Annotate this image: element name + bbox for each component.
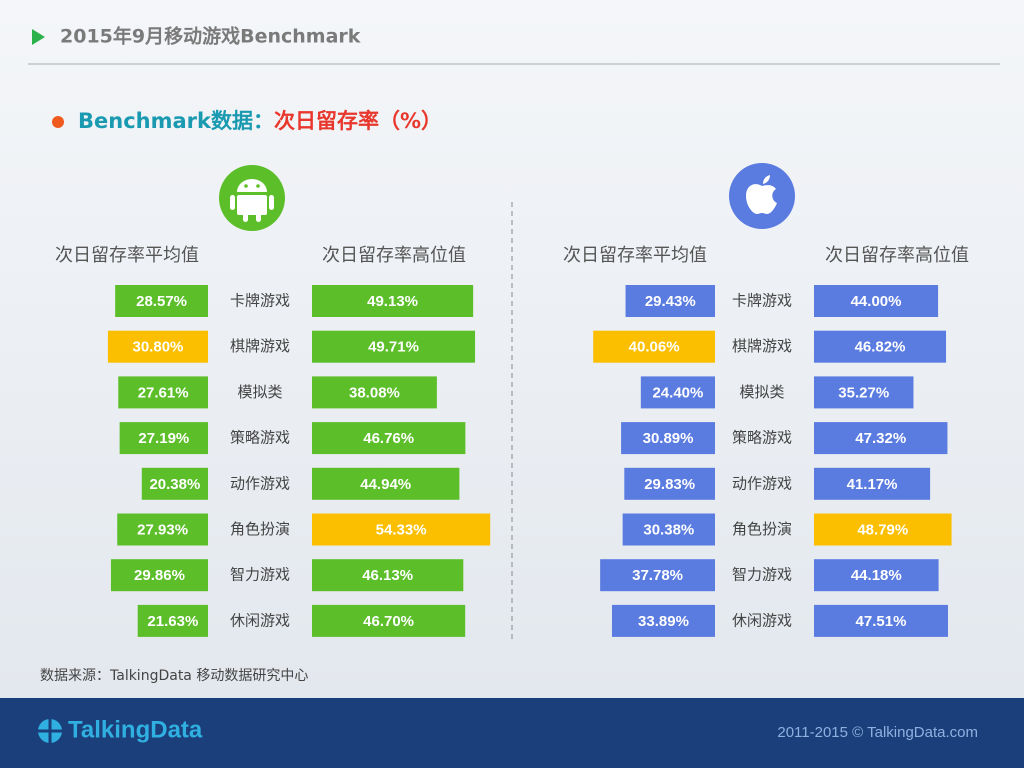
category-label: 智力游戏 [230, 566, 290, 584]
column-header: 次日留存率平均值 [563, 245, 707, 266]
bar [814, 559, 939, 592]
bar [611, 604, 715, 637]
value-label: 47.51% [856, 613, 907, 630]
value-label: 44.00% [851, 293, 902, 310]
category-label: 模拟类 [739, 383, 784, 401]
category-label: 卡牌游戏 [230, 292, 290, 310]
value-label: 46.82% [855, 339, 906, 356]
value-label: 30.89% [643, 430, 694, 447]
bar [312, 604, 466, 637]
bullet [52, 116, 64, 128]
value-label: 44.94% [360, 476, 411, 493]
bar [593, 330, 715, 363]
bar [814, 330, 947, 363]
bar [621, 422, 715, 455]
category-label: 角色扮演 [230, 520, 290, 538]
bar [814, 376, 914, 409]
bar [814, 467, 931, 500]
bar [640, 376, 715, 409]
bar [110, 559, 208, 592]
category-label: 动作游戏 [732, 474, 792, 492]
bar [312, 513, 491, 546]
value-label: 27.93% [137, 521, 188, 538]
bar [624, 467, 715, 500]
bar [312, 422, 466, 455]
column-header: 次日留存率高位值 [825, 245, 969, 266]
category-label: 模拟类 [237, 383, 282, 401]
bar [115, 285, 208, 317]
bar [312, 376, 437, 409]
value-label: 35.27% [838, 384, 889, 401]
value-label: 46.76% [363, 430, 414, 447]
value-label: 28.57% [136, 293, 187, 310]
footer-logo-mark [38, 719, 62, 743]
value-label: 20.38% [149, 476, 200, 493]
category-label: 智力游戏 [732, 566, 792, 584]
value-label: 48.79% [857, 521, 908, 538]
copyright: 2011-2015 © TalkingData.com [777, 724, 978, 741]
value-label: 54.33% [376, 521, 427, 538]
value-label: 46.13% [362, 567, 413, 584]
category-label: 休闲游戏 [732, 611, 792, 629]
bar [312, 285, 474, 317]
bar [814, 604, 948, 637]
value-label: 21.63% [147, 613, 198, 630]
value-label: 29.83% [644, 476, 695, 493]
value-label: 40.06% [629, 339, 680, 356]
value-label: 44.18% [851, 567, 902, 584]
android-icon [219, 165, 285, 231]
value-label: 27.19% [138, 430, 189, 447]
bar [312, 330, 476, 363]
category-label: 休闲游戏 [230, 611, 290, 629]
category-label: 卡牌游戏 [732, 292, 792, 310]
value-label: 49.13% [367, 293, 418, 310]
footer-band [0, 698, 1024, 768]
bar [119, 422, 208, 455]
title-arrow [32, 29, 45, 45]
category-label: 策略游戏 [732, 429, 792, 447]
value-label: 37.78% [632, 567, 683, 584]
value-label: 38.08% [349, 384, 400, 401]
subtitle: Benchmark数据：次日留存率（%） [78, 109, 442, 133]
value-label: 24.40% [652, 384, 703, 401]
value-label: 27.61% [138, 384, 189, 401]
bar [107, 330, 208, 363]
bar [814, 285, 939, 317]
category-label: 策略游戏 [230, 429, 290, 447]
slide-title: 2015年9月移动游戏Benchmark [60, 25, 361, 48]
category-label: 动作游戏 [230, 474, 290, 492]
bar [814, 513, 952, 546]
value-label: 30.80% [133, 339, 184, 356]
bar [141, 467, 208, 500]
category-label: 棋牌游戏 [732, 337, 792, 355]
column-header: 次日留存率平均值 [55, 245, 199, 266]
bar [600, 559, 715, 592]
column-header: 次日留存率高位值 [322, 245, 466, 266]
bar [622, 513, 715, 546]
value-label: 46.70% [363, 613, 414, 630]
bar [814, 422, 948, 455]
bar [117, 513, 208, 546]
value-label: 29.86% [134, 567, 185, 584]
category-label: 棋牌游戏 [230, 337, 290, 355]
bar [137, 604, 208, 637]
footer-logo: TalkingData [68, 716, 203, 743]
source-note: 数据来源：TalkingData 移动数据研究中心 [40, 668, 308, 684]
value-label: 30.38% [643, 521, 694, 538]
apple-icon [729, 163, 795, 229]
value-label: 41.17% [847, 476, 898, 493]
value-label: 33.89% [638, 613, 689, 630]
bar [625, 285, 715, 317]
bar [312, 559, 464, 592]
value-label: 29.43% [645, 293, 696, 310]
bar [312, 467, 460, 500]
value-label: 49.71% [368, 339, 419, 356]
bar [118, 376, 208, 409]
value-label: 47.32% [855, 430, 906, 447]
category-label: 角色扮演 [732, 520, 792, 538]
